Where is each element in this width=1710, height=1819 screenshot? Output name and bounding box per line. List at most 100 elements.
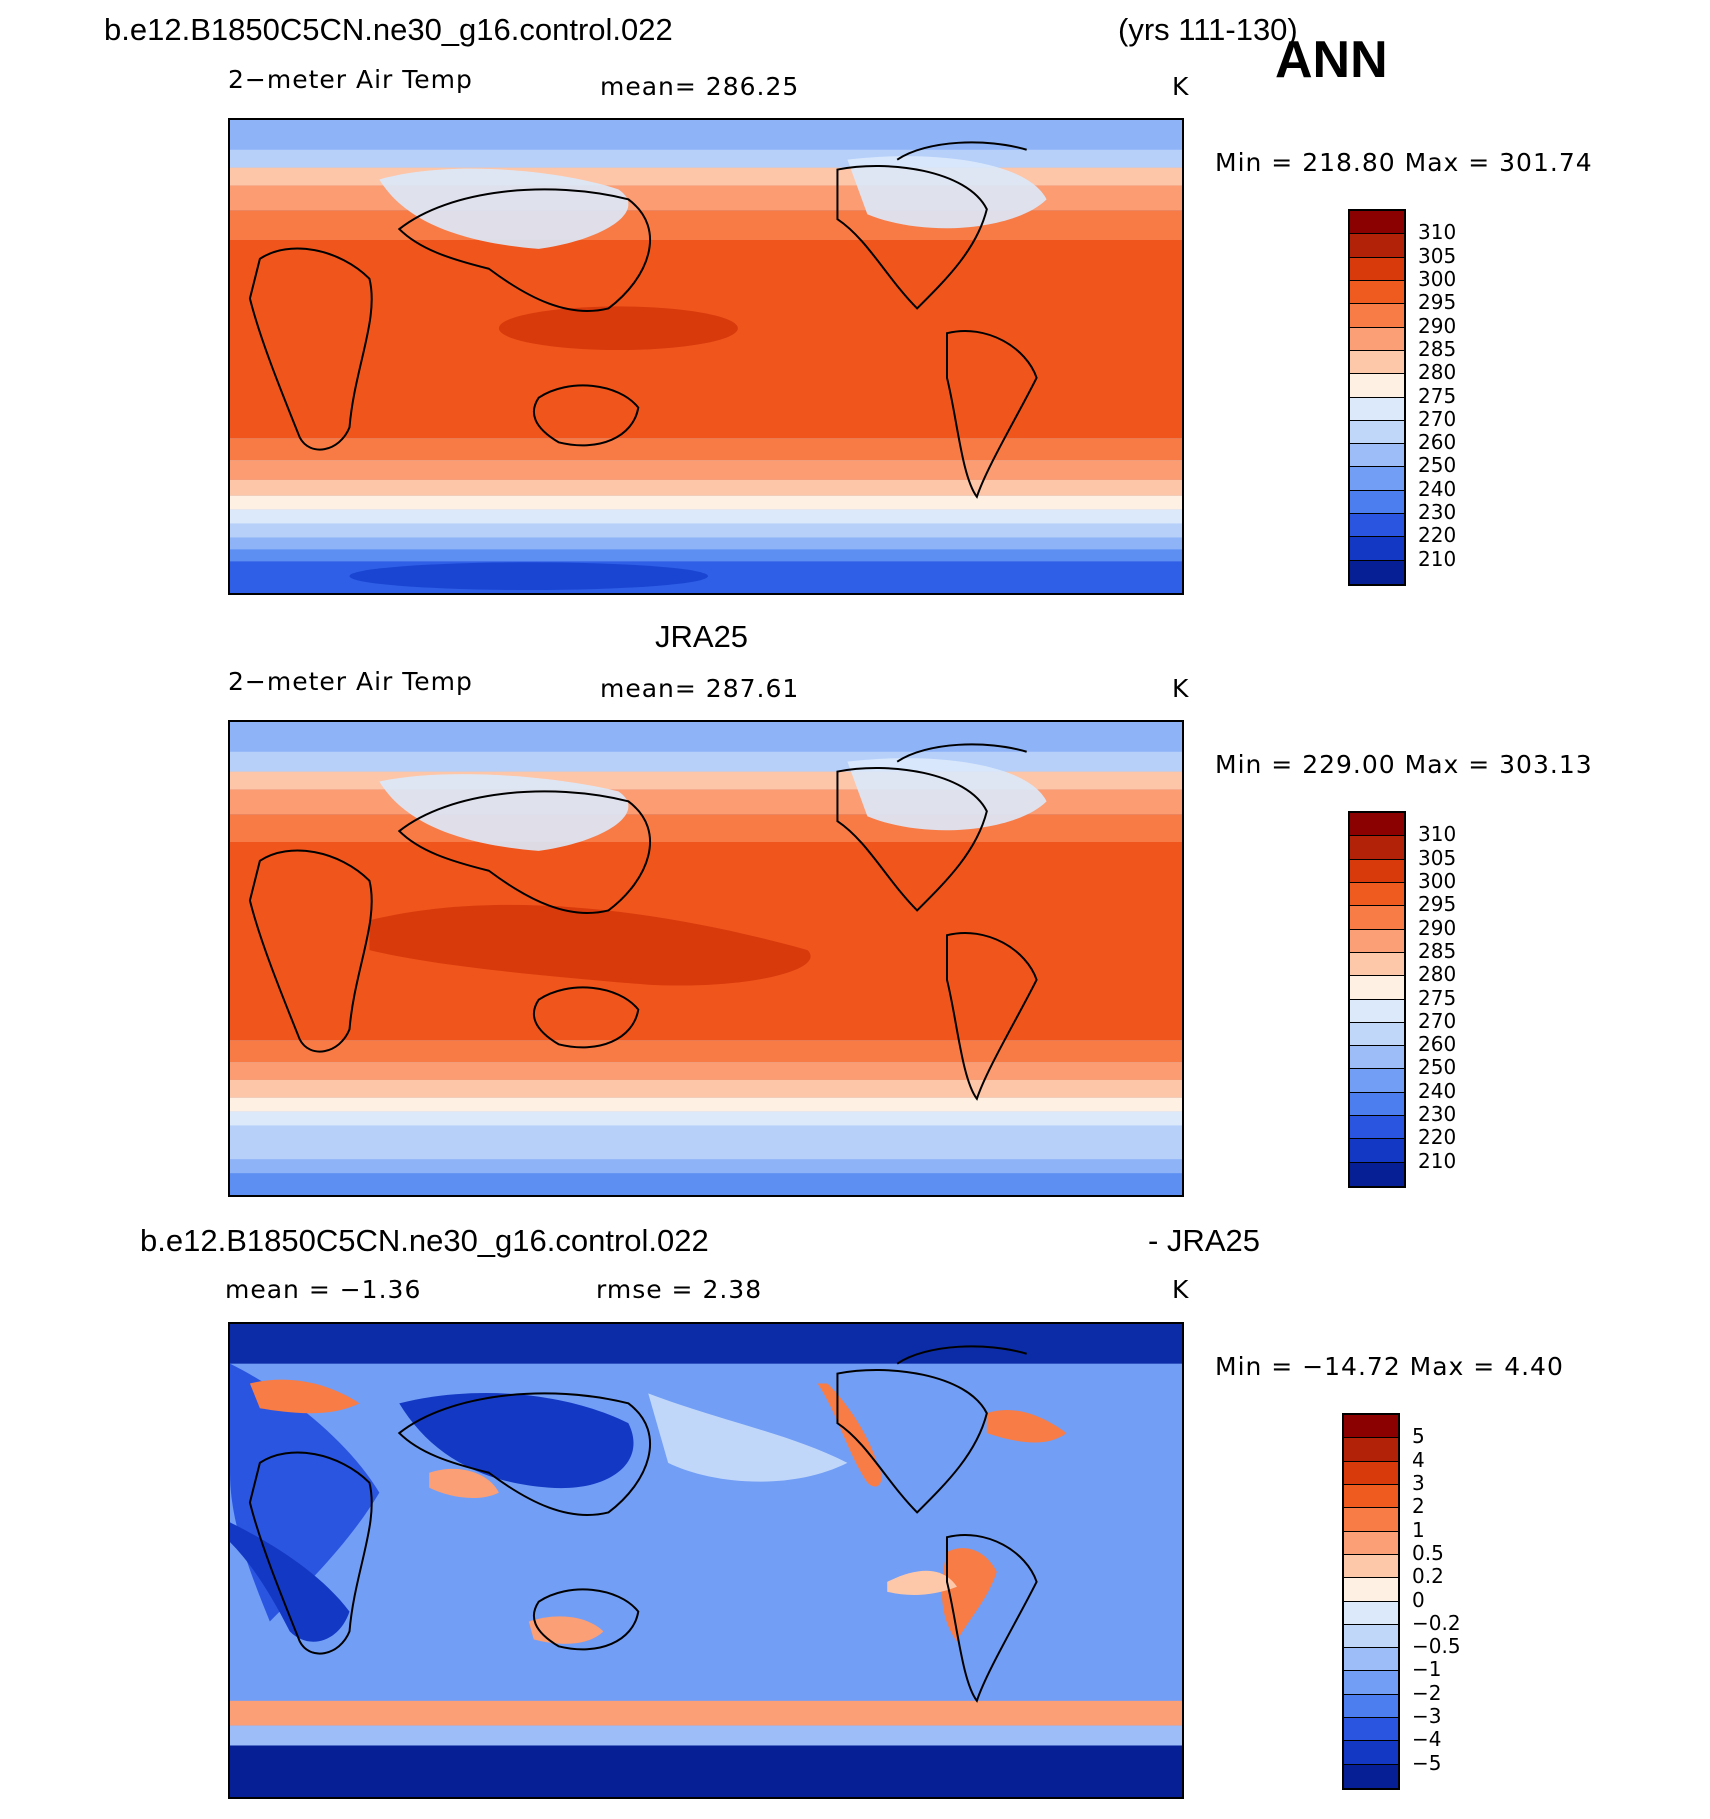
colorbar-swatch <box>1350 1092 1404 1117</box>
colorbar-tick-label: 220 <box>1418 523 1457 548</box>
colorbar-tick-label: 295 <box>1418 892 1457 917</box>
colorbar-tick-label: 5 <box>1412 1424 1425 1449</box>
colorbar-swatch <box>1344 1578 1398 1602</box>
colorbar-tick-label: 4 <box>1412 1447 1425 1472</box>
panel-title-right: - JRA25 <box>1148 1223 1260 1258</box>
panel-variable-label: 2−meter Air Temp <box>228 667 473 696</box>
colorbar-swatch <box>1344 1601 1398 1625</box>
colorbar-tick-label: 285 <box>1418 938 1457 963</box>
colorbar-swatch <box>1350 813 1404 837</box>
panel-title-jra25: JRA25 <box>655 619 749 654</box>
season-label: ANN <box>1275 31 1388 89</box>
colorbar-swatch <box>1344 1461 1398 1485</box>
colorbar-tick-label: 310 <box>1418 220 1457 245</box>
panel-minmax-label: Min = −14.72 Max = 4.40 <box>1215 1352 1564 1381</box>
colorbar-tick-label: 300 <box>1418 868 1457 893</box>
colorbar-tick-label: 280 <box>1418 962 1457 987</box>
colorbar-tick-label: 250 <box>1418 1055 1457 1080</box>
colorbar-swatch <box>1344 1438 1398 1462</box>
colorbar-swatch <box>1350 234 1404 258</box>
colorbar-tick-label: 1 <box>1412 1517 1425 1542</box>
colorbar-swatch <box>1350 211 1404 235</box>
colorbar-swatch <box>1350 882 1404 907</box>
colorbar-tick-label: 0.5 <box>1412 1540 1444 1565</box>
colorbar-tick-label: −1 <box>1412 1657 1442 1682</box>
colorbar-swatch <box>1350 1069 1404 1093</box>
colorbar-tick-label: −4 <box>1412 1727 1442 1752</box>
colorbar-swatch <box>1350 327 1404 351</box>
colorbar-swatch <box>1344 1671 1398 1695</box>
map-model-temperature <box>228 118 1184 595</box>
colorbar-swatch <box>1350 374 1404 398</box>
colorbar-swatch <box>1350 906 1404 930</box>
colorbar-swatch <box>1350 952 1404 977</box>
colorbar-swatch <box>1344 1694 1398 1719</box>
map-field <box>230 1324 1182 1797</box>
panel-minmax-label: Min = 229.00 Max = 303.13 <box>1215 750 1593 779</box>
colorbar-swatch <box>1350 257 1404 281</box>
colorbar-tick-label: 2 <box>1412 1494 1425 1519</box>
panel-mean-label: mean = −1.36 <box>225 1275 422 1304</box>
colorbar-swatch <box>1344 1624 1398 1649</box>
colorbar-model <box>1348 209 1406 586</box>
colorbar-swatch <box>1350 836 1404 860</box>
panel-title-left: b.e12.B1850C5CN.ne30_g16.control.022 <box>140 1223 709 1258</box>
colorbar-swatch <box>1344 1531 1398 1555</box>
colorbar-swatch <box>1350 420 1404 445</box>
panel-mean-label: mean= 286.25 <box>600 72 800 101</box>
colorbar-tick-label: 230 <box>1418 500 1457 525</box>
colorbar-swatch <box>1350 859 1404 883</box>
colorbar-tick-label: 0.2 <box>1412 1564 1444 1589</box>
case-title: b.e12.B1850C5CN.ne30_g16.control.022 <box>104 12 673 47</box>
colorbar-swatch <box>1350 999 1404 1023</box>
panel-units-label: K <box>1172 1275 1190 1304</box>
colorbar-swatch <box>1344 1415 1398 1439</box>
colorbar-tick-label: 305 <box>1418 243 1457 268</box>
colorbar-tick-label: 250 <box>1418 453 1457 478</box>
colorbar-tick-label: 270 <box>1418 406 1457 431</box>
colorbar-tick-label: −3 <box>1412 1704 1442 1729</box>
colorbar-tick-label: 285 <box>1418 336 1457 361</box>
colorbar-swatch <box>1350 1139 1404 1163</box>
colorbar-swatch <box>1350 1116 1404 1140</box>
colorbar-tick-label: −5 <box>1412 1750 1442 1775</box>
years-label: (yrs 111-130) <box>1118 12 1298 47</box>
panel-mean-label: mean= 287.61 <box>600 674 800 703</box>
colorbar-tick-label: 240 <box>1418 1078 1457 1103</box>
colorbar-tick-label: 290 <box>1418 915 1457 940</box>
colorbar-tick-label: 280 <box>1418 360 1457 385</box>
map-field <box>230 722 1182 1195</box>
colorbar-swatch <box>1350 976 1404 1000</box>
colorbar-swatch <box>1344 1718 1398 1742</box>
colorbar-swatch <box>1350 467 1404 491</box>
colorbar-tick-label: −2 <box>1412 1680 1442 1705</box>
colorbar-swatch <box>1350 397 1404 421</box>
map-jra25-temperature <box>228 720 1184 1197</box>
colorbar-swatch <box>1350 560 1404 584</box>
colorbar-tick-label: 290 <box>1418 313 1457 338</box>
colorbar-tick-label: 270 <box>1418 1008 1457 1033</box>
panel-variable-label: 2−meter Air Temp <box>228 65 473 94</box>
colorbar-tick-label: 220 <box>1418 1125 1457 1150</box>
map-field <box>230 120 1182 593</box>
colorbar-swatch <box>1350 537 1404 561</box>
colorbar-swatch <box>1344 1484 1398 1509</box>
colorbar-tick-label: 230 <box>1418 1102 1457 1127</box>
colorbar-swatch <box>1350 304 1404 328</box>
colorbar-tick-label: 240 <box>1418 476 1457 501</box>
colorbar-swatch <box>1344 1764 1398 1788</box>
colorbar-swatch <box>1350 350 1404 375</box>
colorbar-tick-label: 295 <box>1418 290 1457 315</box>
colorbar-tick-label: −0.2 <box>1412 1610 1461 1635</box>
colorbar-swatch <box>1344 1648 1398 1672</box>
colorbar-swatch <box>1344 1741 1398 1765</box>
colorbar-tick-label: 0 <box>1412 1587 1425 1612</box>
panel-units-label: K <box>1172 674 1190 703</box>
colorbar-swatch <box>1350 929 1404 953</box>
colorbar-tick-label: 260 <box>1418 1032 1457 1057</box>
colorbar-swatch <box>1350 1046 1404 1070</box>
colorbar-swatch <box>1350 280 1404 305</box>
colorbar-swatch <box>1344 1508 1398 1532</box>
colorbar-swatch <box>1350 444 1404 468</box>
colorbar-swatch <box>1350 514 1404 538</box>
